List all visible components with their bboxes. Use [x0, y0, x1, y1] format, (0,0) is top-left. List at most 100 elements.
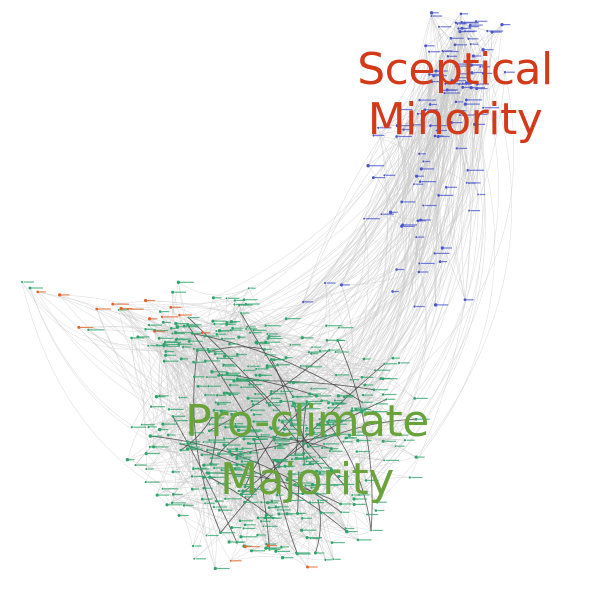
majority-node — [305, 536, 309, 540]
sceptical-node-label-mark — [404, 224, 417, 226]
majority-node-label-mark — [208, 376, 217, 378]
majority-node-label-mark — [271, 548, 281, 551]
sceptical-node — [417, 270, 421, 274]
edge — [170, 307, 217, 332]
majority-node-label-mark — [365, 358, 371, 360]
sceptical-node — [429, 11, 434, 15]
fringe-node-label-mark — [181, 314, 192, 316]
majority-node-label-mark — [417, 456, 425, 458]
sceptical-minority-label: Sceptical Minority — [345, 48, 565, 142]
sceptical-node — [428, 103, 432, 106]
majority-node-label-mark — [296, 406, 303, 408]
majority-node-label-mark — [351, 434, 365, 436]
sceptical-node — [437, 25, 441, 28]
majority-node — [239, 435, 242, 438]
sceptical-node — [410, 123, 414, 127]
edge — [247, 26, 440, 328]
sceptical-node-label-mark — [456, 44, 467, 46]
majority-node-label-mark — [215, 506, 228, 508]
edge — [456, 24, 471, 78]
majority-node-label-mark — [291, 473, 301, 475]
majority-node — [294, 452, 297, 456]
majority-node — [289, 436, 293, 440]
sceptical-node — [482, 106, 485, 109]
majority-node-label-mark — [332, 469, 339, 471]
sceptical-node — [439, 89, 442, 92]
majority-node — [167, 408, 171, 411]
edge — [164, 341, 230, 543]
majority-node — [335, 373, 338, 377]
edge — [21, 281, 177, 346]
sceptical-node — [366, 164, 370, 168]
sceptical-node — [450, 79, 454, 83]
majority-node-label-mark — [268, 402, 281, 404]
majority-node — [232, 473, 237, 477]
edge — [149, 318, 307, 432]
majority-node — [321, 446, 324, 450]
sceptical-node-label-mark — [477, 113, 488, 115]
majority-node — [381, 393, 385, 396]
sceptical-node — [463, 102, 467, 106]
edge — [161, 316, 215, 411]
majority-node-label-mark — [282, 400, 294, 402]
edge — [329, 284, 354, 452]
majority-node-label-mark — [128, 459, 135, 461]
fringe-node-label-mark — [269, 545, 278, 547]
majority-node — [299, 528, 304, 532]
majority-node-label-mark — [240, 336, 246, 338]
majority-node — [225, 320, 229, 324]
majority-node — [270, 427, 273, 431]
sceptical-node-label-mark — [484, 107, 500, 109]
majority-node — [287, 472, 290, 476]
sceptical-node — [422, 204, 425, 207]
majority-node-label-mark — [280, 466, 294, 468]
majority-node — [374, 509, 378, 512]
majority-node-label-mark — [195, 376, 205, 378]
majority-node-label-mark — [268, 365, 279, 367]
majority-node — [270, 389, 273, 393]
majority-node — [345, 436, 349, 440]
sceptical-node — [323, 281, 327, 285]
majority-node — [154, 395, 159, 399]
sceptical-node-label-mark — [463, 21, 478, 23]
majority-node-label-mark — [205, 476, 217, 478]
majority-node-label-mark — [322, 467, 333, 469]
edge — [165, 66, 481, 352]
edge — [257, 195, 439, 536]
fringe-node — [57, 293, 62, 297]
fringe-node-label-mark — [147, 299, 155, 302]
majority-node — [352, 497, 356, 501]
majority-node — [332, 423, 335, 426]
sceptical-node-label-mark — [449, 55, 457, 57]
majority-node — [271, 516, 275, 520]
majority-node-label-mark — [259, 534, 267, 536]
majority-node-label-mark — [228, 321, 238, 323]
sceptical-node-label-mark — [457, 65, 471, 67]
majority-node — [239, 452, 243, 456]
majority-node — [281, 431, 285, 435]
majority-node — [187, 316, 190, 319]
majority-node — [228, 342, 231, 346]
majority-node-label-mark — [328, 339, 344, 341]
edge — [178, 282, 249, 296]
sceptical-node — [424, 44, 428, 48]
majority-node — [240, 312, 243, 315]
majority-node-label-mark — [253, 409, 266, 411]
majority-node-label-mark — [267, 543, 277, 545]
sceptical-node-label-mark — [471, 24, 483, 26]
fringe-node-label-mark — [114, 303, 129, 305]
majority-node-label-mark — [203, 498, 213, 500]
majority-node-label-mark — [335, 433, 350, 435]
majority-node — [289, 343, 292, 346]
majority-node-label-mark — [231, 467, 241, 469]
majority-node-label-mark — [185, 325, 199, 327]
majority-node — [202, 463, 206, 467]
majority-node — [252, 437, 256, 441]
sceptical-node-label-mark — [463, 27, 472, 29]
majority-node — [350, 409, 354, 413]
majority-node — [276, 509, 279, 511]
majority-node — [280, 390, 283, 393]
majority-node-label-mark — [228, 323, 236, 325]
sceptical-node — [339, 283, 344, 287]
majority-node — [214, 499, 218, 503]
